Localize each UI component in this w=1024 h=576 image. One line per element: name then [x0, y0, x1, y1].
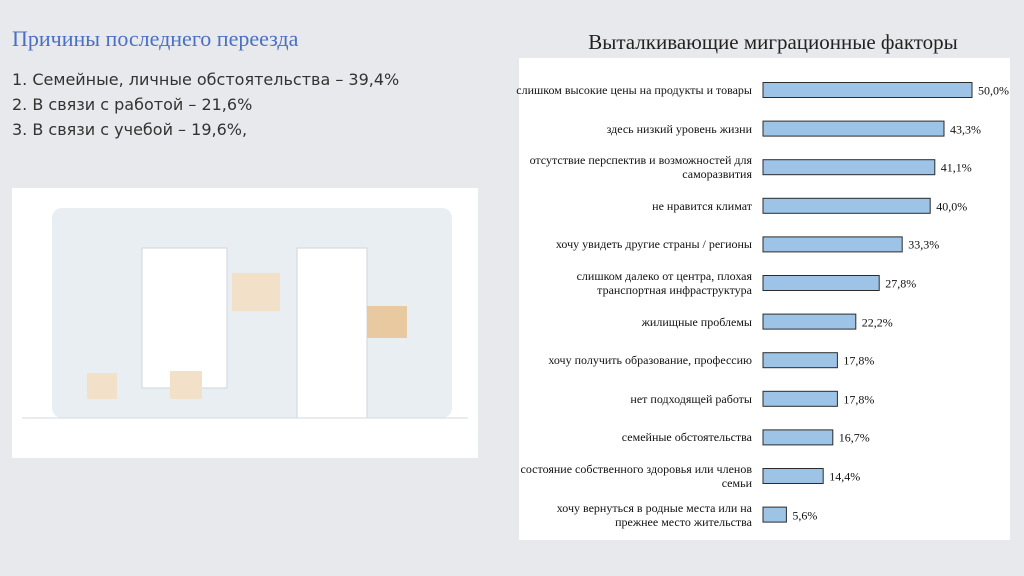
category-label: слишком высокие цены на продукты и товар…: [516, 83, 752, 97]
category-label: семейные обстоятельства: [621, 430, 752, 445]
chart-area: [519, 58, 1010, 540]
value-label: 33,3%: [908, 237, 940, 252]
reason-item: 2. В связи с работой – 21,6%: [12, 95, 253, 114]
value-label: 50,0%: [978, 83, 1009, 98]
bar: [762, 159, 936, 176]
chart-title: Выталкивающие миграционные факторы: [588, 30, 958, 54]
category-label: хочу вернуться в родные места или на пре…: [556, 500, 752, 529]
value-label: 43,3%: [949, 122, 981, 137]
value-label: 17,8%: [843, 392, 875, 407]
value-label: 16,7%: [838, 430, 870, 445]
bar: [762, 197, 931, 214]
reason-item: 3. В связи с учебой – 19,6%,: [12, 120, 248, 139]
category-label: здесь низкий уровень жизни: [606, 121, 752, 136]
bar: [762, 506, 787, 523]
category-label: хочу увидеть другие страны / регионы: [555, 237, 752, 252]
bar: [762, 313, 857, 330]
bar: [762, 236, 903, 253]
bar: [762, 468, 824, 484]
bar: [762, 82, 973, 98]
illustration: [12, 188, 478, 458]
bar: [762, 429, 834, 446]
category-label: нет подходящей работы: [630, 391, 752, 406]
slide-title: Причины последнего переезда: [12, 26, 299, 51]
category-label: не нравится климат: [652, 198, 752, 213]
bar: [762, 120, 945, 137]
value-label: 41,1%: [940, 160, 972, 175]
category-label: хочу получить образование, профессию: [548, 353, 752, 368]
value-label: 17,8%: [843, 353, 875, 368]
value-label: 14,4%: [829, 469, 861, 484]
value-label: 27,8%: [885, 276, 917, 291]
category-label: состояние собственного здоровья или член…: [520, 462, 752, 490]
category-label: слишком далеко от центра, плохая транспо…: [576, 269, 752, 297]
value-label: 22,2%: [861, 315, 893, 330]
bar: [762, 352, 838, 369]
category-label: жилищные проблемы: [641, 314, 752, 329]
category-label: отсутствие перспектив и возможностей для…: [529, 153, 752, 182]
bar: [762, 275, 880, 291]
bar: [762, 390, 838, 407]
reason-item: 1. Семейные, личные обстоятельства – 39,…: [12, 70, 400, 89]
value-label: 5,6%: [792, 508, 818, 523]
value-label: 40,0%: [936, 199, 968, 214]
